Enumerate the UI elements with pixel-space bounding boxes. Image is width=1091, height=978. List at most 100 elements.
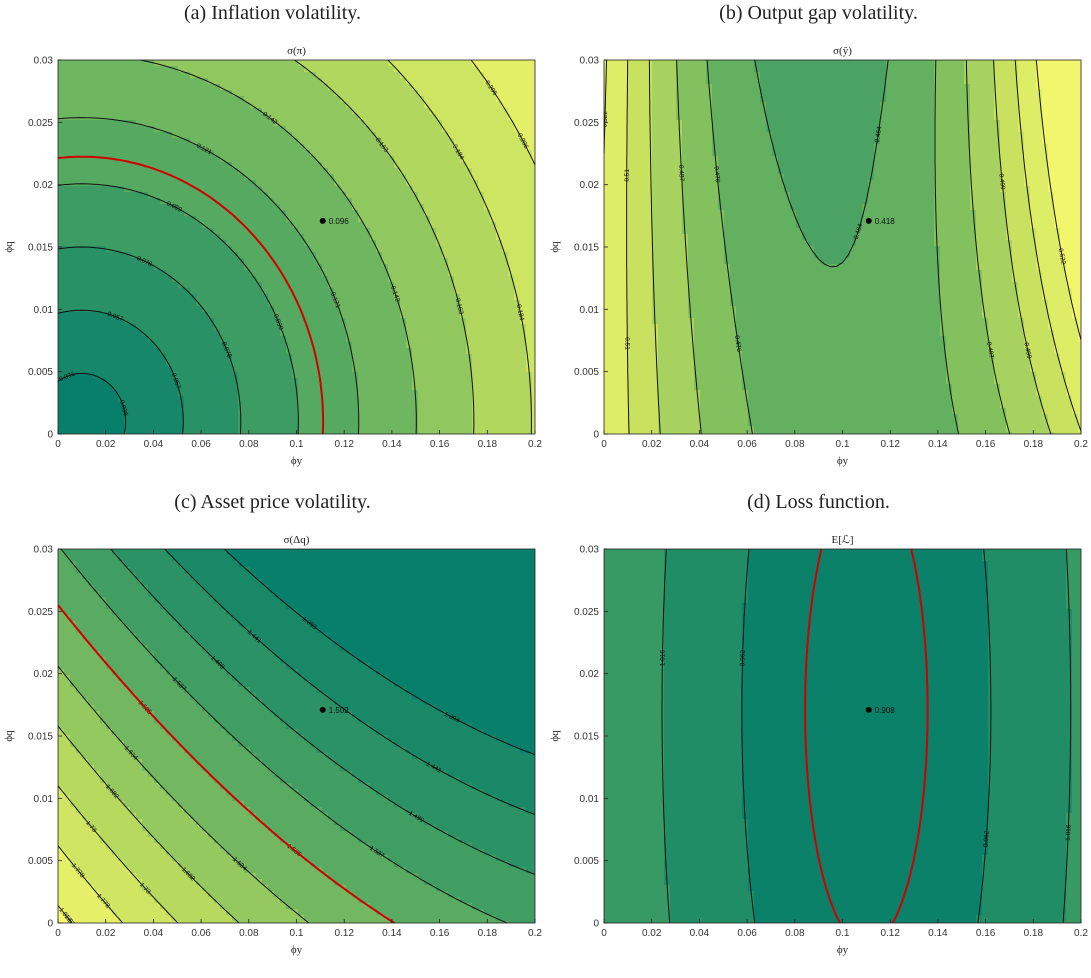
contour-line	[58, 725, 240, 923]
x-tick-label: 0.2	[1074, 439, 1088, 450]
y-tick-label: 0.005	[28, 856, 53, 867]
y-tick-label: 0.01	[34, 794, 54, 805]
x-axis-label: ϕy	[837, 455, 849, 467]
y-tick-label: 0.025	[28, 607, 53, 618]
panel-output-gap-volatility: (b) Output gap volatility. 0.464 0.464 0.4…	[546, 0, 1091, 489]
y-tick-label: 0.03	[580, 545, 600, 556]
highlight-contour	[804, 549, 929, 923]
contour-plot-output-gap: 0.464 0.464 0.476 0.476 0.487 0.487 0.499 0.499…	[549, 45, 1088, 467]
y-tick-label: 0.015	[28, 732, 53, 743]
panel-caption: (c) Asset price volatility.	[0, 491, 545, 514]
plot-title: σ(π)	[287, 45, 306, 57]
highlight-contour	[58, 155, 325, 434]
contour-level-label: 0.487	[677, 165, 685, 182]
x-tick-label: 0.06	[737, 439, 757, 450]
x-tick-label: 0.12	[334, 439, 354, 450]
contour-line	[110, 549, 535, 875]
x-tick-label: 0.08	[239, 439, 259, 450]
x-tick-label: 0.08	[785, 928, 805, 939]
highlight-contour	[58, 604, 396, 923]
x-tick-label: 0.18	[1024, 439, 1044, 450]
y-tick-label: 0	[47, 919, 53, 930]
y-tick-label: 0	[593, 430, 599, 441]
contour-level-label: 1.016	[1065, 824, 1073, 841]
x-tick-label: 0.04	[690, 928, 710, 939]
x-tick-label: 0.04	[144, 928, 164, 939]
y-tick-label: 0.03	[34, 545, 54, 556]
contour-line	[58, 665, 310, 923]
optimum-value-label: 0.096	[329, 217, 350, 226]
y-axis-label: ϕq	[3, 730, 15, 742]
contour-level-label: 0.163	[454, 298, 465, 316]
x-tick-label: 0.14	[382, 439, 402, 450]
y-tick-label: 0.015	[574, 243, 599, 254]
panel-asset-price-volatility: (c) Asset price volatility. 1.393 1.393 1.…	[0, 489, 545, 978]
y-tick-label: 0.03	[34, 56, 54, 67]
y-tick-label: 0.025	[574, 118, 599, 129]
contour-level-label: 0.476	[712, 166, 721, 183]
contour-level-label: 0.522	[1057, 248, 1067, 266]
contour-level-label: 0.487	[985, 341, 995, 359]
optimum-value-label: 0.908	[875, 706, 896, 715]
contour-level-label: 0.51	[624, 169, 631, 182]
x-tick-label: 0.18	[478, 928, 498, 939]
contour-fill	[604, 60, 1081, 434]
contour-level-label: 0.036	[118, 399, 130, 417]
panel-caption: (d) Loss function.	[546, 491, 1091, 514]
contour-plot-asset-price: 1.3931.3931.4411.4411.4891.4891.5371.537…	[3, 534, 542, 956]
x-tick-label: 0.16	[976, 439, 996, 450]
optimum-marker	[319, 217, 326, 224]
x-tick-label: 0.02	[642, 928, 662, 939]
contour-level-label: 0.499	[997, 173, 1006, 190]
y-tick-label: 0.005	[574, 367, 599, 378]
y-tick-label: 0	[47, 430, 53, 441]
contour-level-label: 0.51	[623, 337, 630, 350]
y-tick-label: 0.02	[34, 180, 54, 191]
x-tick-label: 0.12	[880, 439, 900, 450]
contour-line	[706, 60, 960, 434]
contour-line	[58, 309, 184, 434]
panel-loss-function: (d) Loss function. 0.962 0.962 1.016 1.016 0…	[546, 489, 1091, 978]
x-tick-label: 0.02	[96, 439, 116, 450]
contour-line	[661, 549, 1072, 923]
y-axis-label: ϕq	[3, 241, 15, 253]
y-tick-label: 0.005	[574, 856, 599, 867]
panel-inflation-volatility: (a) Inflation volatility. 0.036 0.036 0.05…	[0, 0, 545, 489]
y-tick-label: 0.03	[580, 56, 600, 67]
contour-line	[58, 117, 360, 434]
x-tick-label: 0.16	[430, 439, 450, 450]
contour-plot-loss: 0.962 0.962 1.016 1.016 0 0.02 0.04 0.06 0.08 0.1…	[549, 534, 1088, 956]
contour-line	[58, 183, 299, 434]
y-tick-label: 0.015	[574, 732, 599, 743]
contour-line	[58, 845, 124, 923]
optimum-value-label: 1.502	[329, 706, 350, 715]
contour-level-label: 0.184	[515, 304, 525, 322]
y-tick-label: 0.02	[580, 669, 600, 680]
x-tick-label: 0.18	[478, 439, 498, 450]
contour-line	[470, 60, 535, 166]
contour-level-label: 0.464	[874, 126, 884, 144]
x-tick-label: 0.1	[836, 928, 850, 939]
contour-fill	[604, 549, 1081, 923]
optimum-marker	[865, 706, 872, 713]
x-tick-label: 0.1	[836, 439, 850, 450]
y-axis-label: ϕq	[549, 241, 561, 253]
x-tick-label: 0.08	[785, 439, 805, 450]
y-tick-label: 0.025	[28, 118, 53, 129]
x-tick-label: 0.02	[642, 439, 662, 450]
x-tick-label: 0.2	[1074, 928, 1088, 939]
y-axis-label: ϕq	[549, 730, 561, 742]
optimum-marker	[319, 706, 326, 713]
x-tick-label: 0.18	[1024, 928, 1044, 939]
contour-fill	[58, 549, 535, 923]
x-tick-label: 0.06	[191, 928, 211, 939]
y-tick-label: 0.01	[34, 305, 54, 316]
contour-level-label: 0.499	[1022, 342, 1032, 360]
contour-level-label: 0.522	[602, 111, 609, 128]
contour-line	[294, 60, 475, 434]
y-tick-label: 0.02	[34, 669, 54, 680]
y-tick-label: 0.01	[580, 794, 600, 805]
contour-line	[58, 905, 73, 923]
x-tick-label: 0.06	[737, 928, 757, 939]
